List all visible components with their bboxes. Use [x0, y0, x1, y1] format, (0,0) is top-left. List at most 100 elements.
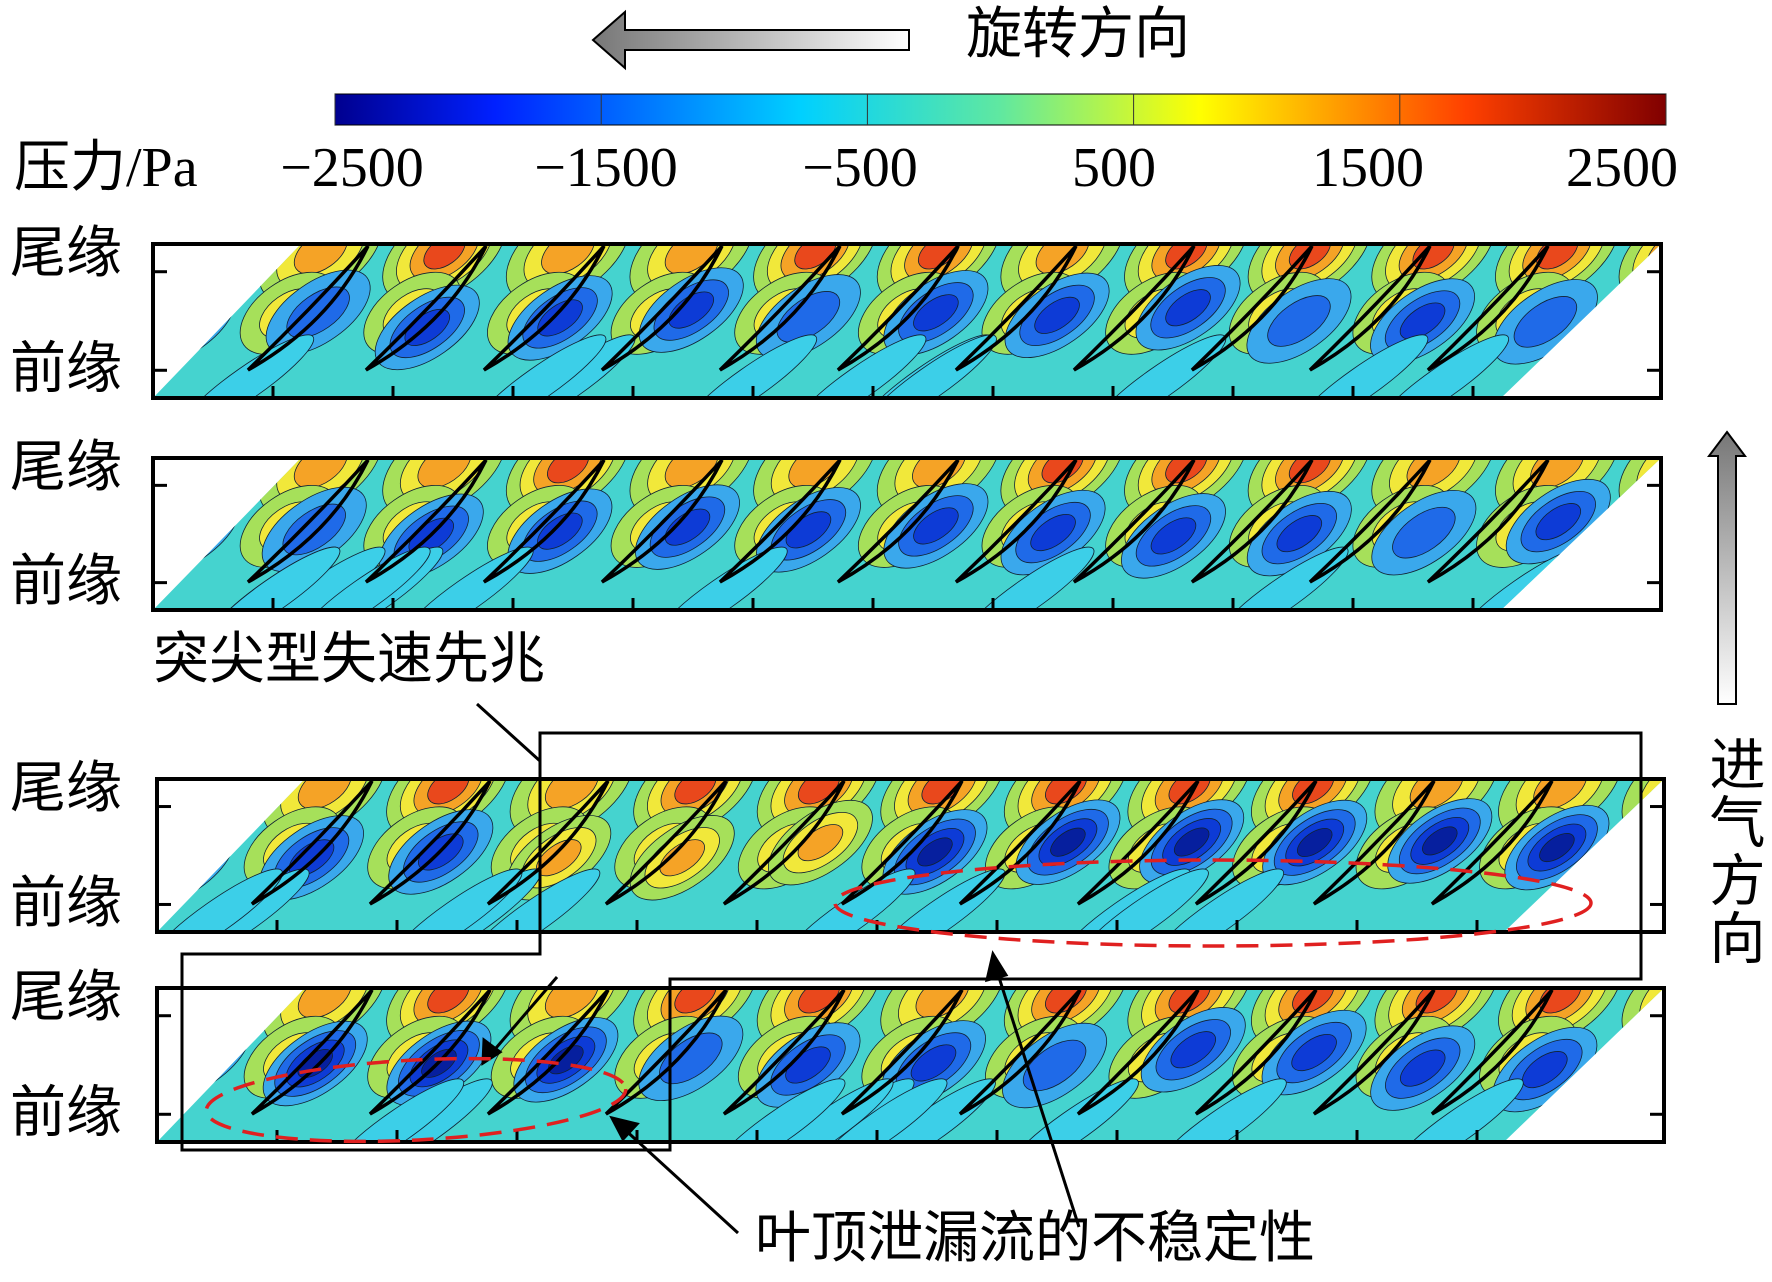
- contour-blob: [961, 546, 1095, 610]
- contour-blob: [1165, 289, 1211, 327]
- contour-blob: [1165, 458, 1208, 484]
- contour-blob: [1276, 515, 1323, 553]
- contour-blob: [1030, 514, 1076, 552]
- highlight-box: [180, 731, 1643, 1152]
- trailing-edge-label: 尾缘: [10, 437, 122, 499]
- trailing-edge-label: 尾缘: [10, 223, 122, 285]
- panel-frame: [151, 456, 1663, 612]
- annotation-arrows: [475, 702, 1081, 1235]
- contour-blob: [917, 837, 953, 867]
- contour-blob: [157, 868, 283, 932]
- colorbar: [334, 93, 1667, 126]
- contour-blob: [545, 988, 599, 1019]
- contour-blob: [776, 291, 841, 343]
- contour-blob: [788, 458, 843, 489]
- instability-region: [204, 1056, 628, 1144]
- trailing-edge-label: 尾缘: [10, 967, 122, 1029]
- colorbar-tick-label: 500: [1072, 137, 1156, 199]
- spike-annotation: 突尖型失速先兆: [153, 629, 545, 691]
- contour-field: [157, 988, 1664, 1142]
- contour-blob: [863, 334, 997, 398]
- contour-blob: [659, 839, 705, 877]
- contour-blob: [1022, 1039, 1087, 1092]
- contour-blob: [473, 334, 607, 398]
- contour-blob: [427, 779, 470, 805]
- contour-blob: [1291, 1034, 1337, 1072]
- contour-blob: [545, 779, 599, 810]
- contour-blob: [1296, 827, 1333, 857]
- contour-blob: [1075, 868, 1209, 932]
- contour-blob: [293, 458, 348, 489]
- contour-blob: [1034, 296, 1080, 334]
- contour-blob: [1050, 827, 1086, 857]
- contour-blob: [659, 1032, 723, 1085]
- colorbar-tick-label: 2500: [1566, 137, 1678, 199]
- contour-blob: [161, 304, 207, 342]
- contour-blob: [1173, 827, 1210, 857]
- contour-blob: [1622, 1032, 1664, 1083]
- pressure-panel: [155, 777, 1666, 934]
- rotation-label: 旋转方向: [966, 4, 1190, 66]
- contour-blob: [674, 988, 717, 1014]
- contour-blob: [913, 294, 959, 332]
- instability-region: [833, 858, 1593, 948]
- leading-edge-label: 前缘: [10, 1083, 122, 1145]
- contour-blob: [541, 244, 595, 275]
- contour-blob: [547, 458, 590, 484]
- contour-blob: [297, 546, 431, 610]
- contour-blob: [423, 244, 466, 270]
- contour-blob: [1045, 988, 1088, 1014]
- contour-blob: [668, 291, 714, 329]
- contour-blob: [417, 458, 472, 489]
- colorbar-label: 压力/Pa: [14, 137, 198, 199]
- contour-blob: [674, 779, 717, 805]
- panel-frame: [151, 242, 1663, 400]
- panel-frame: [155, 986, 1666, 1144]
- trailing-edge-label: 尾缘: [10, 758, 122, 820]
- contour-blob: [180, 334, 315, 398]
- inlet-label: 进气方向: [1701, 735, 1763, 967]
- contour-blob: [712, 1078, 846, 1142]
- contour-blob: [1215, 546, 1349, 610]
- contour-blob: [1045, 779, 1088, 805]
- leakage-annotation: 叶顶泄漏流的不稳定性: [755, 1208, 1315, 1270]
- leading-edge-label: 前缘: [10, 551, 122, 613]
- contour-blob: [1513, 296, 1578, 348]
- contour-blob: [1535, 503, 1581, 541]
- inlet-arrow: [1707, 430, 1747, 705]
- contour-blob: [427, 988, 470, 1014]
- contour-blob: [793, 334, 927, 398]
- contour-blob: [1656, 988, 1664, 1019]
- contour-blob: [664, 508, 711, 546]
- contour-blob: [207, 546, 341, 610]
- contour-blob: [1170, 1031, 1216, 1069]
- contour-blob: [1035, 244, 1090, 275]
- contour-blob: [814, 1078, 948, 1142]
- contour-blob: [1392, 506, 1456, 559]
- contour-blob: [1530, 458, 1585, 489]
- contour-blob: [467, 868, 601, 932]
- contour-blob: [1539, 833, 1575, 863]
- contour-blob: [913, 507, 959, 545]
- contour-field: [153, 244, 1661, 398]
- contour-blob: [683, 334, 818, 398]
- contour-blob: [293, 244, 348, 275]
- contour-blob: [297, 988, 352, 1019]
- contour-blob: [181, 1041, 217, 1071]
- contour-blob: [1390, 1078, 1524, 1142]
- colorbar-tick-label: −1500: [534, 137, 678, 199]
- contour-blob: [1533, 779, 1588, 810]
- panel-frame: [155, 777, 1666, 934]
- contour-blob: [1399, 1049, 1446, 1087]
- contour-blob: [1295, 334, 1429, 398]
- contour-field: [153, 458, 1661, 610]
- contour-blob: [330, 1078, 465, 1142]
- contour-blob: [1153, 1078, 1287, 1142]
- leading-edge-label: 前缘: [10, 339, 122, 401]
- contour-blob: [1168, 779, 1211, 805]
- contour-blob: [1150, 868, 1285, 932]
- contour-blob: [1041, 458, 1084, 484]
- contour-blob: [1422, 826, 1458, 856]
